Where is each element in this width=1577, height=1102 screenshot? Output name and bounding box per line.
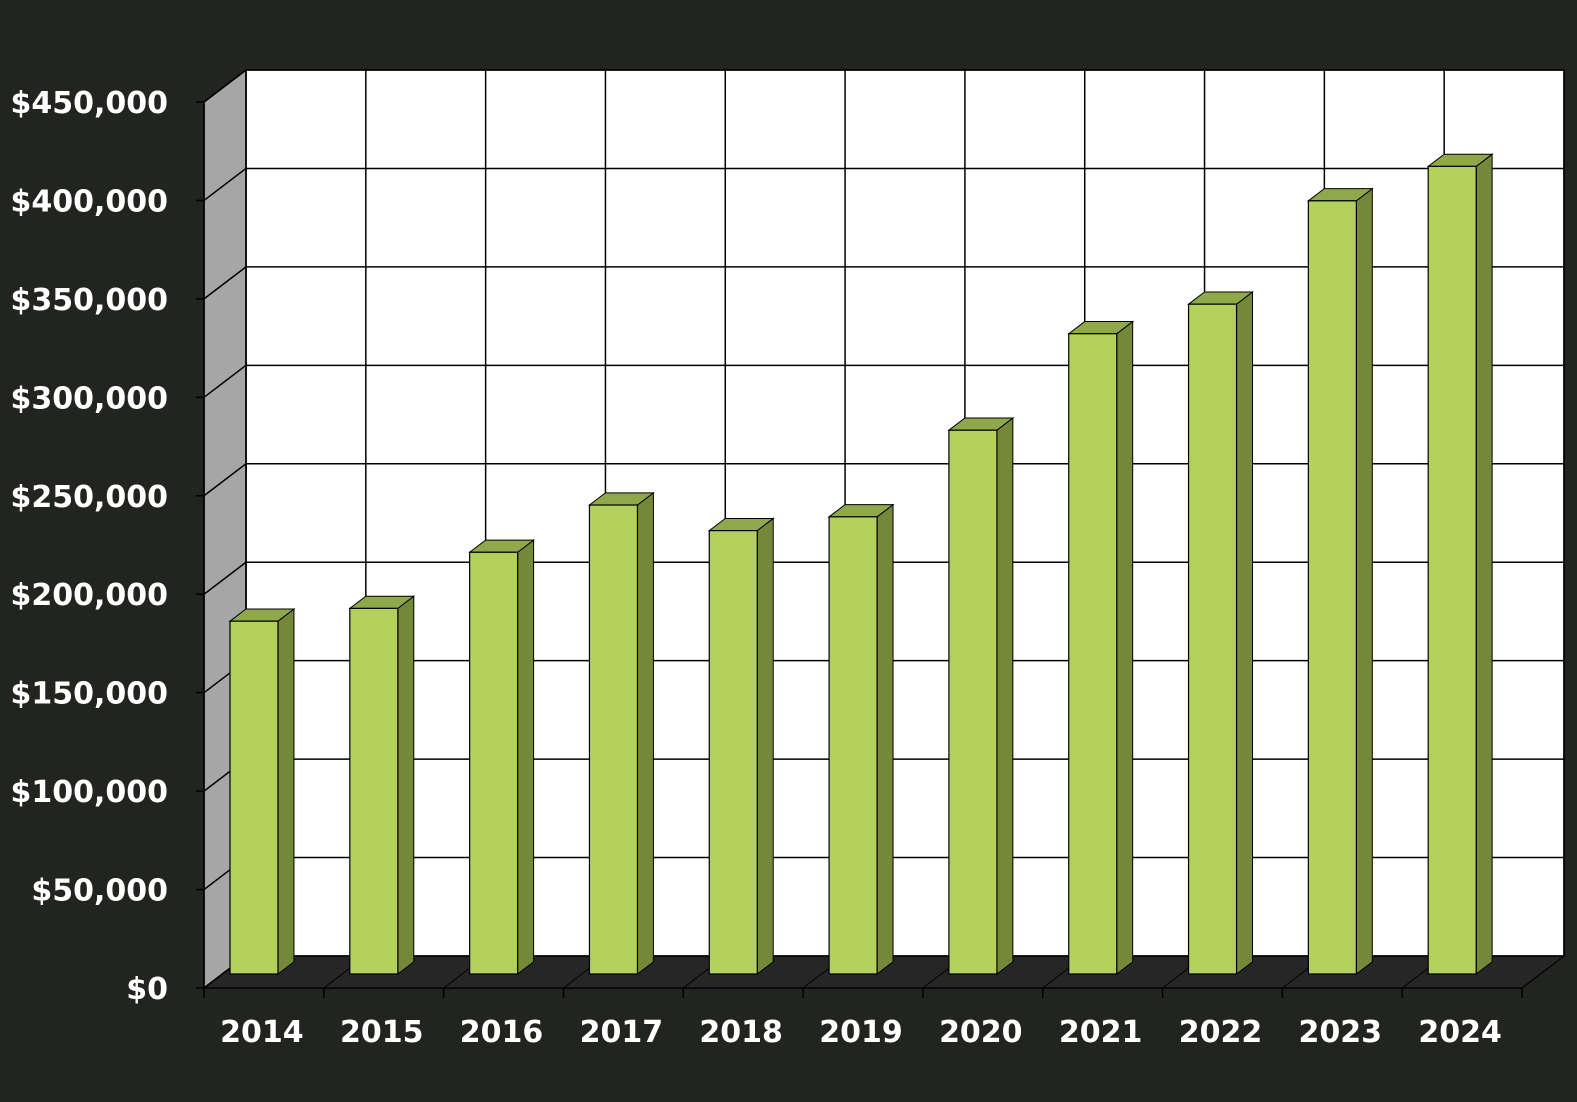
bar-side [1236, 291, 1254, 976]
x-tick-label: 2015 [340, 1015, 424, 1050]
gridline-side [203, 69, 247, 103]
bar-side [277, 607, 295, 976]
bar [588, 504, 639, 975]
gridline-side [203, 561, 247, 595]
x-tick-label: 2021 [1059, 1015, 1143, 1050]
x-tick-label: 2022 [1179, 1015, 1263, 1050]
x-tick-label: 2019 [819, 1015, 903, 1050]
x-tick-label: 2014 [220, 1015, 304, 1050]
y-tick-label: $300,000 [10, 381, 168, 416]
bar [1427, 165, 1477, 975]
bar [1068, 333, 1118, 975]
bar [1307, 200, 1357, 975]
y-tick-labels: $0 $50,000 $100,000 $150,000 $200,000 $250,00… [10, 86, 168, 1007]
bar-side [876, 503, 894, 976]
y-tick-label: $50,000 [31, 874, 168, 909]
y-tick-label: $150,000 [10, 677, 168, 712]
bar [1187, 303, 1238, 975]
bar-side [756, 517, 774, 976]
bar-side [517, 539, 535, 976]
y-tick-label: $0 [126, 972, 168, 1007]
gridline-side [203, 167, 247, 202]
gridline-side [203, 463, 247, 497]
gridline-side [203, 266, 247, 300]
bar [948, 429, 998, 975]
bar-side [1475, 153, 1493, 976]
bar [708, 529, 758, 975]
x-tick-label: 2017 [580, 1015, 664, 1050]
y-tick-label: $350,000 [10, 283, 168, 318]
x-tick-label: 2016 [460, 1015, 544, 1050]
y-tick-label: $200,000 [10, 578, 168, 613]
y-tick-label: $100,000 [10, 775, 168, 810]
bar-side [996, 417, 1014, 976]
bars [228, 153, 1494, 976]
x-tick-label: 2024 [1418, 1015, 1502, 1050]
y-tick-label: $450,000 [10, 86, 168, 121]
floor-division [1521, 955, 1565, 989]
bar [229, 620, 279, 975]
bar [828, 516, 878, 975]
gridline-side [203, 364, 247, 398]
x-tick-label: 2018 [699, 1015, 783, 1050]
y-tick-label: $250,000 [10, 480, 168, 515]
bar-side [636, 491, 654, 976]
y-tick-label: $400,000 [10, 184, 168, 219]
x-tick-labels: 2014 2015 2016 2017 2018 2019 2020 2021 2022 2023… [220, 1015, 1502, 1050]
bar-side [1355, 187, 1373, 976]
x-tick-label: 2023 [1299, 1015, 1383, 1050]
bar-side [397, 595, 415, 976]
bar-side [1116, 320, 1134, 976]
bar [349, 607, 399, 975]
x-tick-label: 2020 [939, 1015, 1023, 1050]
bar [469, 551, 519, 975]
axes [196, 101, 1523, 998]
